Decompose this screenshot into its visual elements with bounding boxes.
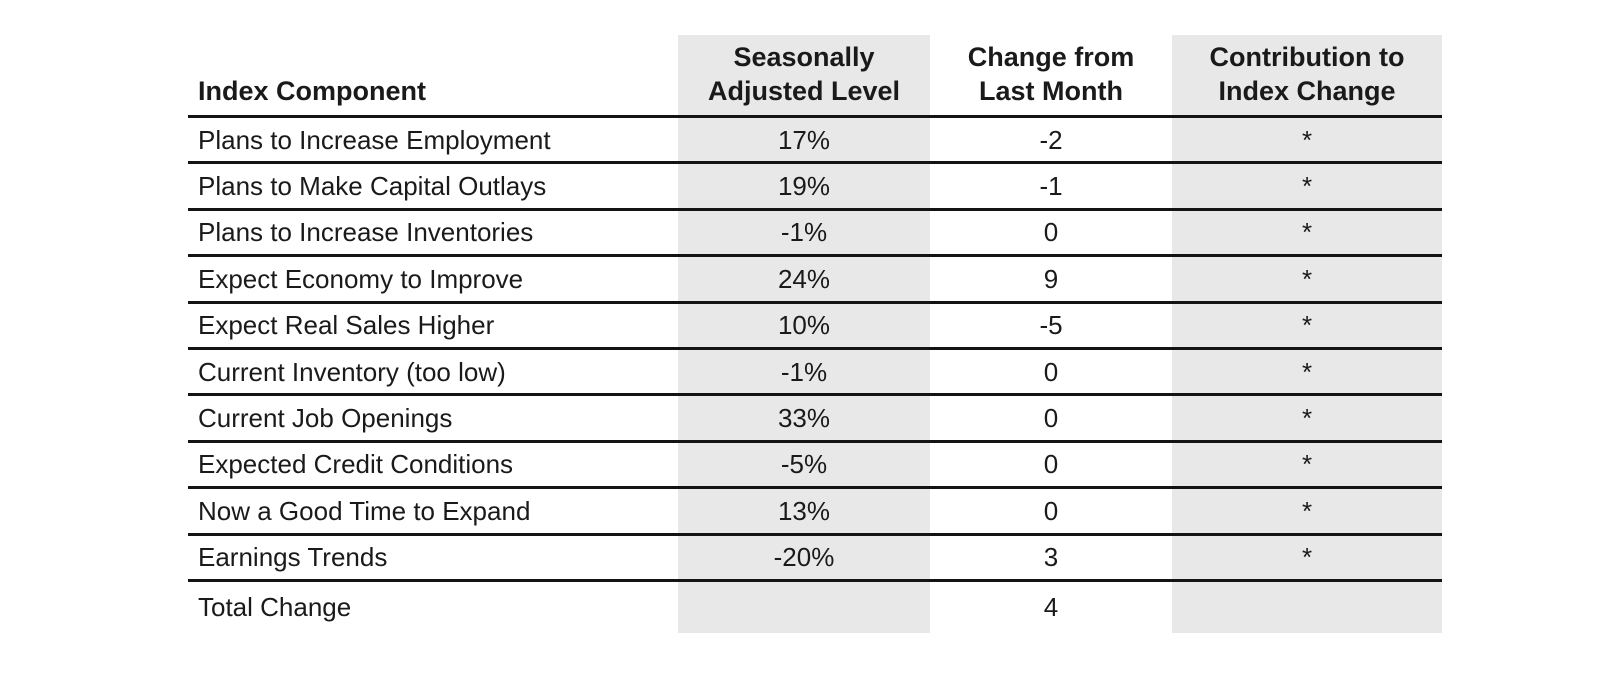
table-row: Plans to Make Capital Outlays 19% -1 * bbox=[188, 164, 1442, 211]
level-cell: -1% bbox=[678, 349, 930, 394]
contribution-cell: * bbox=[1172, 118, 1442, 162]
header-contribution-line1: Contribution to bbox=[1209, 42, 1405, 72]
table-row: Current Inventory (too low) -1% 0 * bbox=[188, 349, 1442, 397]
contribution-cell: * bbox=[1172, 210, 1442, 255]
header-contribution-to-index-change: Contribution to Index Change bbox=[1172, 35, 1442, 115]
header-index-component-label: Index Component bbox=[198, 76, 426, 106]
contribution-cell: * bbox=[1172, 396, 1442, 440]
change-cell: 0 bbox=[1043, 495, 1059, 526]
component-cell: Current Inventory (too low) bbox=[198, 356, 506, 387]
header-seasonally-adjusted-level: Seasonally Adjusted Level bbox=[678, 35, 930, 115]
level-cell: -5% bbox=[678, 442, 930, 487]
table-row: Plans to Increase Employment 17% -2 * bbox=[188, 118, 1442, 165]
contribution-cell: * bbox=[1172, 535, 1442, 579]
change-cell: 0 bbox=[1043, 449, 1059, 480]
level-cell bbox=[678, 581, 930, 633]
change-cell: 9 bbox=[1043, 263, 1059, 294]
change-cell: -2 bbox=[1039, 124, 1063, 155]
table-row: Now a Good Time to Expand 13% 0 * bbox=[188, 489, 1442, 536]
component-cell: Now a Good Time to Expand bbox=[198, 495, 531, 526]
header-change-line1: Change from bbox=[967, 42, 1135, 72]
contribution-cell: * bbox=[1172, 442, 1442, 487]
level-cell: -20% bbox=[678, 535, 930, 579]
component-cell: Current Job Openings bbox=[198, 403, 453, 434]
component-cell: Expect Real Sales Higher bbox=[198, 310, 495, 341]
component-cell: Expect Economy to Improve bbox=[198, 263, 524, 294]
component-cell: Plans to Make Capital Outlays bbox=[198, 171, 547, 202]
table-row: Current Job Openings 33% 0 * bbox=[188, 396, 1442, 443]
contribution-cell bbox=[1172, 581, 1442, 633]
table-row: Earnings Trends -20% 3 * bbox=[188, 535, 1442, 582]
total-change-row: Total Change 4 bbox=[188, 581, 1442, 633]
component-cell: Earnings Trends bbox=[198, 542, 388, 573]
level-cell: 10% bbox=[678, 303, 930, 347]
change-cell: -5 bbox=[1039, 310, 1063, 341]
level-cell: 33% bbox=[678, 396, 930, 440]
level-cell: 19% bbox=[678, 164, 930, 208]
level-cell: 13% bbox=[678, 489, 930, 533]
contribution-cell: * bbox=[1172, 164, 1442, 208]
header-index-component: Index Component bbox=[188, 35, 678, 115]
header-change-from-last-month: Change from Last Month bbox=[930, 35, 1172, 115]
change-cell: 4 bbox=[1043, 592, 1059, 623]
index-components-table: Index Component Seasonally Adjusted Leve… bbox=[188, 35, 1442, 633]
table-body: Plans to Increase Employment 17% -2 * Plans … bbox=[188, 118, 1442, 633]
table-row: Expect Economy to Improve 24% 9 * bbox=[188, 257, 1442, 304]
header-contribution-line2: Index Change bbox=[1218, 76, 1396, 106]
table-row: Expect Real Sales Higher 10% -5 * bbox=[188, 303, 1442, 350]
change-cell: 0 bbox=[1043, 217, 1059, 248]
component-cell: Plans to Increase Employment bbox=[198, 124, 551, 155]
component-cell: Expected Credit Conditions bbox=[198, 449, 514, 480]
level-cell: 17% bbox=[678, 118, 930, 162]
change-cell: 3 bbox=[1043, 542, 1059, 573]
contribution-cell: * bbox=[1172, 257, 1442, 301]
contribution-cell: * bbox=[1172, 303, 1442, 347]
component-cell: Plans to Increase Inventories bbox=[198, 217, 534, 248]
header-seasonally-line2: Adjusted Level bbox=[707, 76, 901, 106]
table-row: Expected Credit Conditions -5% 0 * bbox=[188, 442, 1442, 490]
change-cell: -1 bbox=[1039, 171, 1063, 202]
table-row: Plans to Increase Inventories -1% 0 * bbox=[188, 210, 1442, 258]
header-change-line2: Last Month bbox=[979, 76, 1123, 106]
level-cell: -1% bbox=[678, 210, 930, 255]
contribution-cell: * bbox=[1172, 489, 1442, 533]
change-cell: 0 bbox=[1043, 403, 1059, 434]
component-cell: Total Change bbox=[198, 592, 352, 623]
table-header-row: Index Component Seasonally Adjusted Leve… bbox=[188, 35, 1442, 118]
change-cell: 0 bbox=[1043, 356, 1059, 387]
header-seasonally-line1: Seasonally bbox=[733, 42, 875, 72]
contribution-cell: * bbox=[1172, 349, 1442, 394]
level-cell: 24% bbox=[678, 257, 930, 301]
